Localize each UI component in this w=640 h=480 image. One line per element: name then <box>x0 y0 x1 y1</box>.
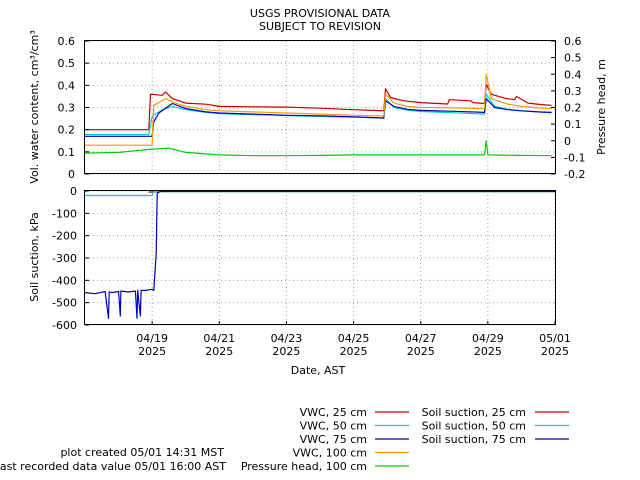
bottom-y-tick-label: -400 <box>52 274 77 287</box>
x-tick-label-year: 2025 <box>272 345 300 358</box>
bottom-y-tick-label: -500 <box>52 297 77 310</box>
x-tick-label-year: 2025 <box>138 345 166 358</box>
legend-label-vwc75: VWC, 75 cm <box>300 433 367 446</box>
series-line-ss50 <box>85 191 555 197</box>
top-y-tick-label: 0.6 <box>58 35 76 48</box>
bottom-y-axis-label: Soil suction, kPa <box>28 212 41 301</box>
water-content-panel: 0 0.1 0.2 0.3 0.4 0.5 0.6 -0.2 -0.1 0 0.1 0.2 0.3 0.… <box>28 30 608 183</box>
top-y2-tick-label: 0 <box>564 135 571 148</box>
x-tick-label-date: 04/23 <box>271 332 303 345</box>
top-y2-axis-label: Pressure head, m <box>595 59 608 155</box>
bottom-y-tick-label: -300 <box>52 252 77 265</box>
x-tick-label-date: 04/27 <box>405 332 437 345</box>
legend-label-ss50: Soil suction, 50 cm <box>422 420 526 433</box>
legend-label-vwc100: VWC, 100 cm <box>293 447 367 460</box>
top-y-tick-label: 0.4 <box>58 79 76 92</box>
bottom-y-tick-label: -600 <box>52 319 77 332</box>
x-axis-label: Date, AST <box>291 364 346 377</box>
top-y2-tick-label: 0.4 <box>564 68 582 81</box>
x-tick-label-year: 2025 <box>407 345 435 358</box>
top-y2-tick-label: -0.2 <box>564 168 585 181</box>
bottom-y-tick-label: -100 <box>52 207 77 220</box>
top-y2-tick-label: 0.6 <box>564 35 582 48</box>
chart-title-line-2: SUBJECT TO REVISION <box>259 20 381 33</box>
series-line-vwc25 <box>85 83 552 131</box>
bottom-y-tick-label: 0 <box>70 185 77 198</box>
legend-label-ph100: Pressure head, 100 cm <box>241 460 367 473</box>
legend-label-vwc25: VWC, 25 cm <box>300 406 367 419</box>
series-line-ss75 <box>84 190 555 319</box>
series-line-vwc100 <box>85 73 552 146</box>
legend-label-ss25: Soil suction, 25 cm <box>422 406 526 419</box>
top-y2-tick-label: 0.1 <box>564 118 582 131</box>
legend-label-ss75: Soil suction, 75 cm <box>422 433 526 446</box>
top-y2-tick-label: 0.3 <box>564 85 582 98</box>
x-tick-label-year: 2025 <box>541 345 569 358</box>
last-recorded-note: last recorded data value 05/01 16:00 AST <box>0 460 226 473</box>
series-line-ph100 <box>84 140 552 157</box>
x-tick-label-year: 2025 <box>205 345 233 358</box>
top-y2-tick-label: 0.2 <box>564 102 582 115</box>
top-y-tick-label: 0.1 <box>58 146 76 159</box>
top-y2-tick-label: -0.1 <box>564 151 585 164</box>
top-panel-frame <box>84 40 556 174</box>
x-tick-label-date: 04/21 <box>203 332 235 345</box>
top-y-tick-label: 0.5 <box>58 57 76 70</box>
x-tick-label-date: 04/29 <box>472 332 504 345</box>
bottom-y-tick-label: -200 <box>52 230 77 243</box>
x-tick-label-date: 05/01 <box>539 332 571 345</box>
bottom-panel-frame <box>84 190 556 325</box>
x-tick-label-date: 04/25 <box>338 332 370 345</box>
x-tick-label-year: 2025 <box>474 345 502 358</box>
plot-created-note: plot created 05/01 14:31 MST <box>60 446 224 459</box>
series-line-vwc75 <box>85 97 552 137</box>
chart-title-line-1: USGS PROVISIONAL DATA <box>250 7 391 20</box>
top-y-axis-label: Vol. water content, cm³/cm³ <box>28 30 41 183</box>
top-y-tick-label: 0 <box>68 168 75 181</box>
top-y2-tick-label: 0.5 <box>564 52 582 65</box>
x-tick-label-date: 04/19 <box>136 332 168 345</box>
top-y-tick-label: 0.3 <box>58 102 76 115</box>
legend-label-vwc50: VWC, 50 cm <box>300 420 367 433</box>
x-tick-label-year: 2025 <box>340 345 368 358</box>
top-y-tick-label: 0.2 <box>58 124 76 137</box>
